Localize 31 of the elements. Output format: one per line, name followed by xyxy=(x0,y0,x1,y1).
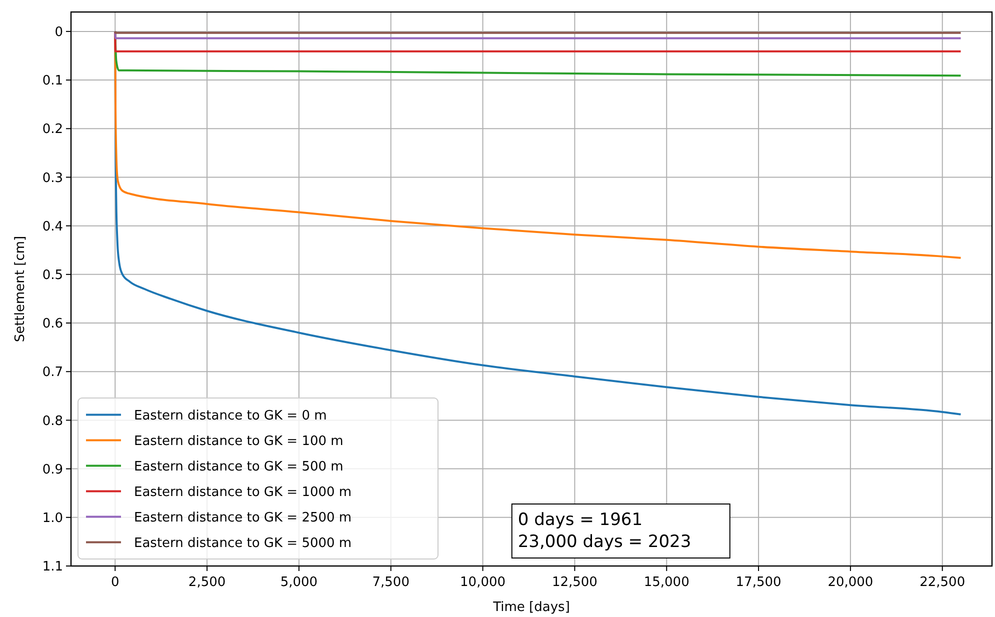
x-tick-label: 22,500 xyxy=(920,575,966,590)
legend-label: Eastern distance to GK = 500 m xyxy=(134,459,344,474)
annotation: 0 days = 1961 23,000 days = 2023 xyxy=(518,510,692,552)
legend-label: Eastern distance to GK = 100 m xyxy=(134,434,344,449)
y-tick-label: 1.1 xyxy=(42,560,63,575)
y-tick-label: 0.1 xyxy=(42,74,63,89)
y-tick-label: 0.9 xyxy=(42,462,63,478)
y-tick-label: 0.3 xyxy=(42,170,63,186)
legend-label: Eastern distance to GK = 2500 m xyxy=(134,510,352,526)
x-tick-label: 0 xyxy=(110,575,120,590)
y-tick-label: 0.2 xyxy=(42,122,63,138)
legend-label: Eastern distance to GK = 5000 m xyxy=(134,536,352,551)
x-tick-label: 10,000 xyxy=(460,575,506,590)
y-tick-label: 0.6 xyxy=(42,316,63,332)
x-tick-label: 15,000 xyxy=(644,575,690,590)
x-axis-title: Time [days] xyxy=(492,600,570,615)
x-tick-label: 12,500 xyxy=(552,575,598,590)
y-tick-label: 0 xyxy=(54,24,63,40)
y-axis-title: Settlement [cm] xyxy=(13,236,28,342)
x-tick-label: 5,000 xyxy=(280,575,318,590)
x-tick-label: 20,000 xyxy=(828,575,874,590)
x-tick-label: 17,500 xyxy=(736,575,782,590)
y-tick-label: 0.7 xyxy=(42,365,63,380)
y-tick-label: 0.5 xyxy=(42,268,63,283)
y-tick-label: 1.0 xyxy=(42,510,63,526)
legend-label: Eastern distance to GK = 1000 m xyxy=(134,484,352,500)
y-tick-label: 0.4 xyxy=(42,219,63,234)
y-tick-label: 0.8 xyxy=(42,414,63,429)
x-tick-label: 2,500 xyxy=(188,575,226,590)
legend-label: Eastern distance to GK = 0 m xyxy=(134,408,327,424)
x-tick-label: 7,500 xyxy=(372,575,410,590)
